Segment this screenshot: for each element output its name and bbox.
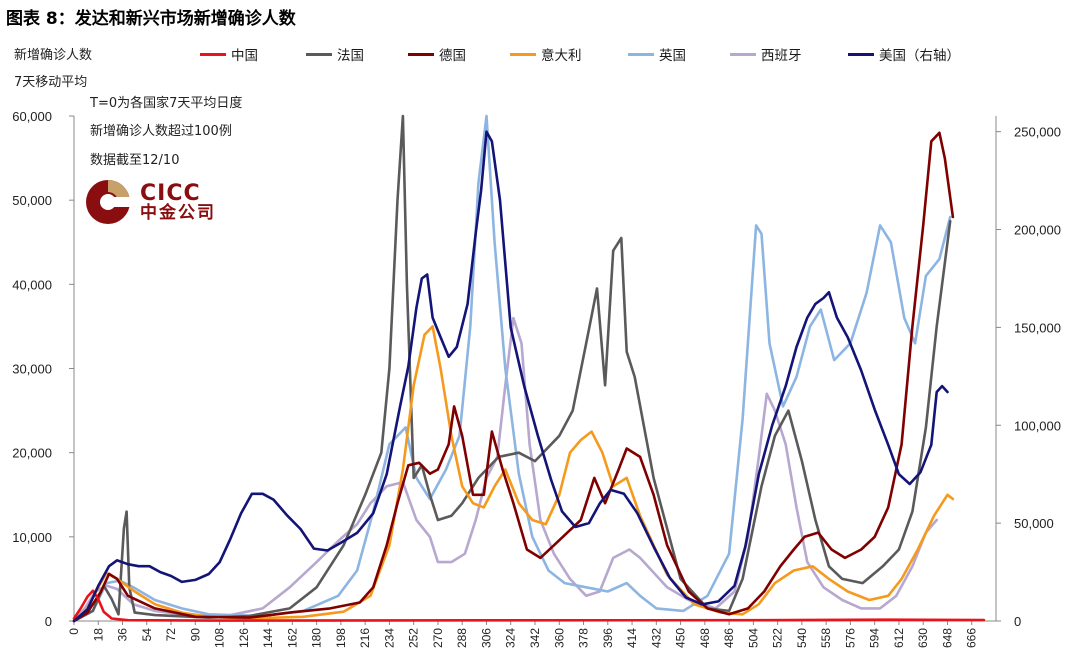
y-axis-label-line-1: 新增确诊人数: [14, 48, 93, 63]
legend-label-usa: 美国（右轴）: [879, 48, 960, 64]
right-y-tick-label: 250,000: [1014, 125, 1061, 140]
legend-swatch-china: [200, 52, 226, 56]
right-y-tick-label: 200,000: [1014, 223, 1061, 238]
x-tick-label: 432: [649, 628, 663, 648]
x-tick-label: 306: [479, 628, 493, 648]
x-tick-label: 594: [868, 628, 882, 648]
series-line-2: [72, 131, 955, 623]
x-tick-label: 180: [310, 628, 324, 648]
x-tick-label: 252: [407, 628, 421, 648]
x-tick-label: 414: [625, 628, 639, 648]
chart-axes: 0 10,000 20,000 30,000 40,000 50,000 60,000 0 50…: [12, 109, 1061, 648]
figure-title: 图表 8：发达和新兴市场新增确诊人数: [6, 9, 296, 29]
x-tick-label: 72: [164, 628, 178, 642]
legend-swatch-germany: [408, 52, 434, 56]
legend-swatch-usa: [848, 52, 874, 56]
legend-label-italy: 意大利: [541, 48, 582, 64]
x-tick-label: 270: [431, 628, 445, 648]
x-tick-label: 288: [455, 628, 469, 648]
left-y-tick-label: 50,000: [12, 193, 52, 208]
series-line-4: [72, 114, 952, 623]
left-y-tick-label: 0: [45, 614, 52, 629]
legend-item-germany: 德国: [408, 44, 466, 64]
x-tick-label: 0: [67, 628, 81, 635]
series-line-1: [72, 114, 952, 623]
x-tick-label: 90: [188, 628, 202, 642]
note-line-3: 数据截至12/10: [90, 153, 180, 168]
cicc-logo-icon: [86, 180, 130, 224]
x-tick-label: 108: [213, 628, 227, 648]
legend-swatch-spain: [730, 52, 756, 56]
right-y-tick-label: 50,000: [1014, 516, 1054, 531]
x-tick-label: 18: [91, 628, 105, 642]
legend-item-uk: 英国: [628, 44, 686, 64]
left-y-tick-label: 30,000: [12, 362, 52, 377]
x-tick-label: 468: [698, 628, 712, 648]
left-y-tick-label: 40,000: [12, 277, 52, 292]
right-y-tick-label: 150,000: [1014, 320, 1061, 335]
x-tick-label: 558: [819, 628, 833, 648]
legend-item-france: 法国: [306, 44, 364, 64]
x-tick-label: 630: [916, 628, 930, 648]
x-tick-label: 378: [577, 628, 591, 648]
legend-swatch-uk: [628, 52, 654, 56]
x-tick-label: 36: [116, 628, 130, 642]
x-tick-label: 144: [261, 628, 275, 648]
right-y-tick-label: 0: [1014, 614, 1021, 629]
x-tick-label: 540: [795, 628, 809, 648]
legend-label-uk: 英国: [659, 48, 686, 64]
x-tick-label: 162: [285, 628, 299, 648]
legend-item-italy: 意大利: [510, 44, 582, 64]
legend-label-germany: 德国: [439, 48, 466, 64]
x-tick-label: 396: [601, 628, 615, 648]
cicc-logo: CICC 中金公司: [84, 178, 216, 226]
legend-item-spain: 西班牙: [730, 44, 802, 64]
legend-label-spain: 西班牙: [761, 48, 802, 64]
x-tick-label: 324: [504, 628, 518, 648]
x-tick-label: 666: [965, 628, 979, 648]
note-line-2: 新增确诊人数超过100例: [90, 124, 232, 139]
x-tick-label: 342: [528, 628, 542, 648]
y-axis-label-line-2: 7天移动平均: [14, 75, 88, 90]
x-tick-label: 522: [771, 628, 785, 648]
x-tick-label: 54: [140, 628, 154, 642]
x-tick-label: 450: [674, 628, 688, 648]
x-tick-label: 612: [892, 628, 906, 648]
x-tick-label: 234: [382, 628, 396, 648]
left-y-tick-label: 10,000: [12, 530, 52, 545]
x-tick-label: 126: [237, 628, 251, 648]
legend-label-china: 中国: [231, 48, 258, 64]
x-tick-label: 486: [722, 628, 736, 648]
x-tick-label: 504: [746, 628, 760, 648]
left-y-tick-label: 60,000: [12, 109, 52, 124]
legend-swatch-italy: [510, 52, 536, 56]
logo-text-en: CICC: [140, 180, 201, 206]
series-line-3: [72, 325, 955, 623]
right-y-tick-label: 100,000: [1014, 418, 1061, 433]
x-tick-label: 360: [552, 628, 566, 648]
x-tick-label: 648: [940, 628, 954, 648]
legend-item-usa: 美国（右轴）: [848, 44, 960, 64]
x-tick-label: 216: [358, 628, 372, 648]
note-line-1: T=0为各国家7天平均日度: [90, 96, 243, 111]
logo-text-cn: 中金公司: [140, 202, 216, 223]
legend-label-france: 法国: [337, 48, 364, 64]
legend-item-china: 中国: [200, 44, 258, 64]
legend-swatch-france: [306, 52, 332, 56]
left-y-tick-label: 20,000: [12, 446, 52, 461]
chart-series-layer: [72, 114, 986, 623]
x-tick-label: 576: [843, 628, 857, 648]
x-tick-label: 198: [334, 628, 348, 648]
series-line-6: [72, 130, 949, 623]
series-line-0: [72, 589, 986, 622]
